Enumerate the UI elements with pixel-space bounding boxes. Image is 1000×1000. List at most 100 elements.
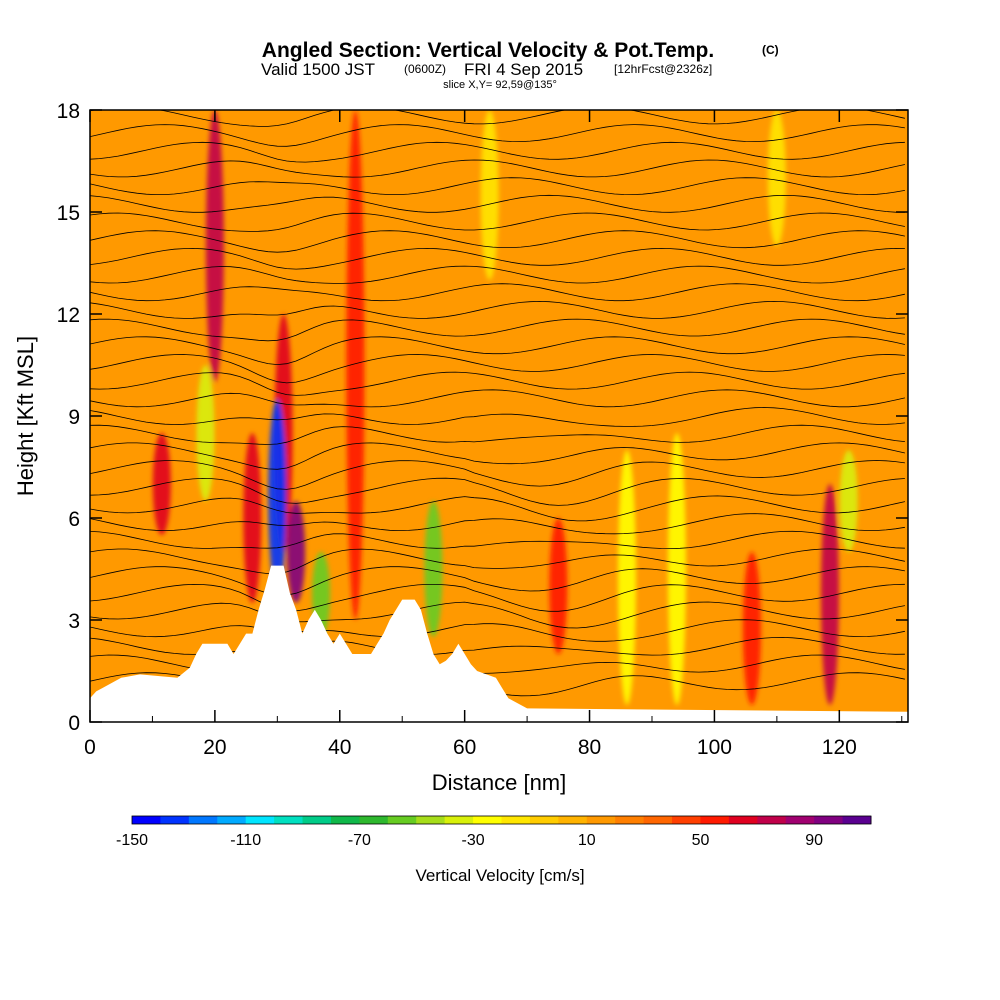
isentrope-18 (90, 354, 905, 384)
colorbar-label-50: 50 (692, 832, 710, 849)
colorbar-title: Vertical Velocity [cm/s] (415, 866, 584, 885)
x-tick-label-20: 20 (203, 736, 226, 759)
copyright-mark: (C) (762, 43, 779, 57)
colorbar-swatch-10 (416, 816, 446, 824)
colorbar-swatch-2 (188, 816, 218, 824)
velocity-cell-11 (667, 433, 686, 705)
x-axis: 0 20 40 60 80 100 120 (84, 110, 903, 759)
colorbar-swatch-22 (757, 816, 787, 824)
x-tick-label-0: 0 (84, 736, 96, 759)
y-tick-label-0: 0 (68, 712, 80, 735)
x-axis-title: Distance [nm] (432, 770, 567, 795)
y-tick-label-3: 3 (68, 610, 80, 633)
terrain-mask (90, 565, 908, 722)
colorbar-swatch-21 (728, 816, 758, 824)
valid-date: FRI 4 Sep 2015 (464, 60, 583, 79)
colorbar-swatch-18 (643, 816, 673, 824)
velocity-cell-10 (549, 518, 568, 654)
isentrope-33 (90, 89, 905, 106)
colorbar-swatch-17 (615, 816, 645, 824)
y-tick-label-12: 12 (57, 304, 80, 327)
velocity-cell-9 (346, 110, 365, 620)
colorbar-swatch-13 (501, 816, 531, 824)
colorbar-swatch-23 (785, 816, 815, 824)
colorbar-swatch-3 (217, 816, 247, 824)
colorbar-swatch-7 (330, 816, 360, 824)
x-tick-label-40: 40 (328, 736, 351, 759)
colorbar-swatch-11 (444, 816, 474, 824)
colorbar-swatch-20 (700, 816, 730, 824)
forecast-label: [12hrFcst@2326z] (614, 62, 712, 76)
x-tick-label-60: 60 (453, 736, 476, 759)
y-axis: 0 3 6 9 12 15 18 (57, 100, 908, 735)
y-tick-label-15: 15 (57, 202, 80, 225)
isentrope-29 (90, 159, 905, 178)
velocity-cell-3 (287, 501, 306, 603)
colorbar-swatch-1 (160, 816, 190, 824)
isentrope-14 (90, 424, 905, 445)
velocity-cell-6 (196, 365, 215, 501)
isentrope-16 (90, 389, 905, 408)
chart-title: Angled Section: Vertical Velocity & Pot.… (262, 39, 714, 62)
isentrope-26 (90, 212, 905, 232)
isentrope-3 (90, 619, 905, 642)
velocity-cell-16 (480, 110, 499, 280)
y-tick-label-18: 18 (57, 100, 80, 123)
isentrope-20 (90, 318, 905, 342)
isentrope-11 (90, 477, 905, 506)
colorbar-label--150: -150 (116, 832, 148, 849)
colorbar-swatch-5 (274, 816, 304, 824)
isentrope-21 (90, 300, 905, 319)
plot-area (90, 89, 908, 722)
isentrope-24 (90, 247, 905, 270)
velocity-cell-15 (618, 450, 637, 705)
isentrope-4 (90, 601, 905, 629)
velocity-cell-12 (742, 552, 761, 705)
colorbar-swatch-15 (558, 816, 588, 824)
velocity-cell-7 (424, 501, 443, 637)
velocity-cell-5 (243, 433, 262, 603)
isentrope-5 (90, 583, 905, 612)
valid-time-line: Valid 1500 JST (0600Z) FRI 4 Sep 2015 [1… (261, 60, 712, 79)
isentrope-12 (90, 460, 905, 490)
colorbar-swatch-16 (586, 816, 616, 824)
isentrope-9 (90, 513, 905, 535)
isentrope-30 (90, 141, 905, 163)
isentrope-23 (90, 265, 905, 284)
colorbar-label--70: -70 (348, 832, 371, 849)
colorbar-label--30: -30 (462, 832, 485, 849)
velocity-cell-17 (767, 110, 786, 246)
colorbar-swatch-6 (302, 816, 332, 824)
y-axis-title: Height [Kft MSL] (13, 336, 38, 496)
colorbar-swatch-14 (529, 816, 559, 824)
valid-zulu: (0600Z) (404, 62, 446, 76)
colorbar-swatch-19 (672, 816, 701, 824)
y-tick-label-6: 6 (68, 508, 80, 531)
colorbar-swatch-24 (814, 816, 844, 824)
colorbar-swatch-12 (473, 816, 502, 824)
valid-prefix: Valid 1500 JST (261, 60, 375, 79)
isentrope-8 (90, 530, 905, 550)
isentrope-17 (90, 371, 905, 396)
colorbar-swatch-25 (842, 816, 872, 824)
x-tick-label-80: 80 (578, 736, 601, 759)
isentrope-25 (90, 230, 905, 253)
isentrope-28 (90, 177, 905, 196)
colorbar-label-90: 90 (805, 832, 823, 849)
isentrope-32 (90, 110, 905, 127)
velocity-cell-2 (268, 399, 287, 593)
isentrope-10 (90, 495, 905, 522)
colorbar-label-10: 10 (578, 832, 596, 849)
x-tick-label-120: 120 (822, 736, 857, 759)
colorbar-swatch-9 (387, 816, 417, 824)
slice-label: slice X,Y= 92,59@135° (443, 79, 557, 91)
isentrope-19 (90, 336, 905, 366)
colorbar-swatch-0 (132, 816, 161, 824)
colorbar-label--110: -110 (230, 832, 261, 849)
x-tick-label-100: 100 (697, 736, 732, 759)
isentrope-7 (90, 548, 905, 574)
potential-temperature-contours (90, 89, 905, 702)
isentrope-13 (90, 442, 905, 470)
y-tick-label-9: 9 (68, 406, 80, 429)
